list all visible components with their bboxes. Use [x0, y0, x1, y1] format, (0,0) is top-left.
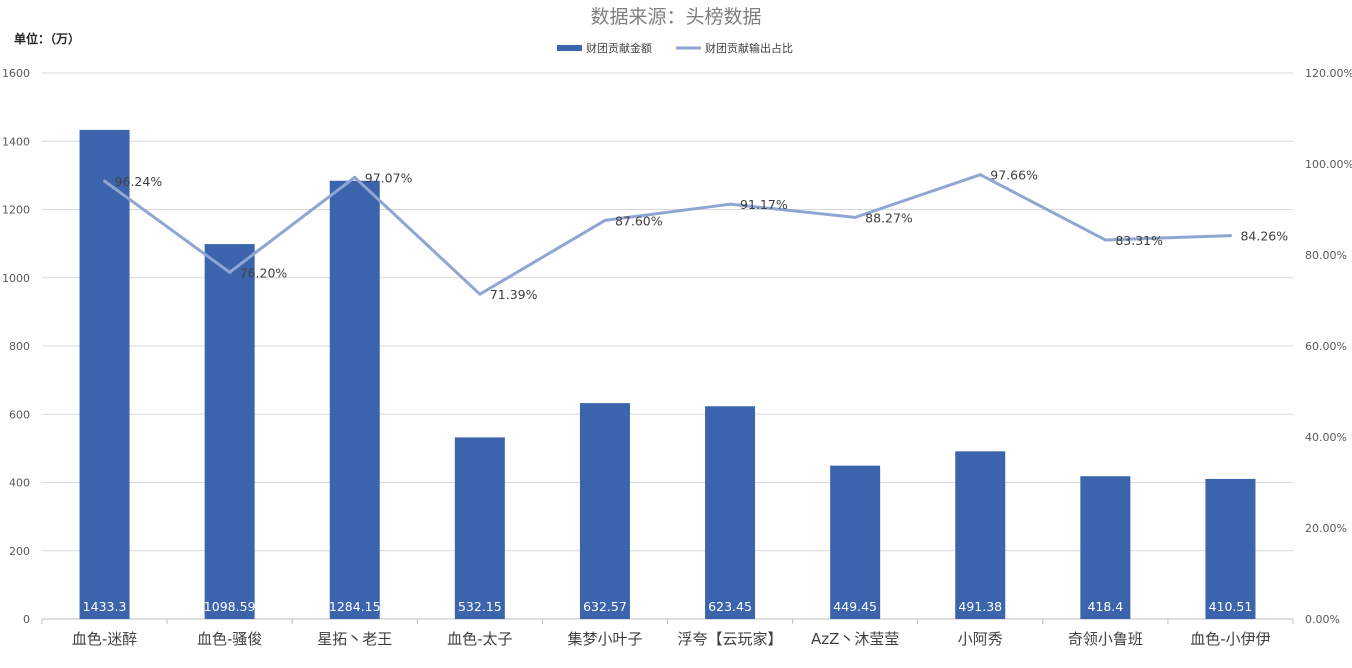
left-tick-label: 600 [9, 408, 30, 421]
left-tick-label: 800 [9, 340, 30, 353]
category-label: 血色-小伊伊 [1190, 630, 1270, 648]
bar-data-label: 1284.15 [329, 599, 381, 614]
bar-data-label: 532.15 [458, 599, 502, 614]
line-series [103, 173, 1232, 296]
category-label: AzZ丶沐莹莹 [811, 630, 899, 648]
category-label: 集梦小叶子 [567, 630, 642, 648]
legend-swatch-bar [557, 45, 582, 51]
left-tick-label: 200 [9, 545, 30, 558]
bar-data-label: 418.4 [1087, 599, 1123, 614]
line-point [853, 215, 857, 219]
line-data-label: 87.60% [615, 213, 663, 228]
bar-data-label: 1433.3 [83, 599, 127, 614]
line-point [1103, 238, 1107, 242]
line-data-label: 71.39% [490, 287, 538, 302]
line-point [103, 179, 107, 183]
line-point [978, 173, 982, 177]
bar-data-label: 449.45 [833, 599, 877, 614]
right-tick-label: 40.00% [1305, 431, 1347, 444]
line-point [603, 218, 607, 222]
line-point [478, 292, 482, 296]
bar [79, 129, 130, 620]
line-data-label: 97.66% [990, 168, 1038, 183]
category-label: 奇领小鲁班 [1068, 630, 1143, 648]
bar-data-label: 632.57 [583, 599, 627, 614]
right-tick-label: 120.00% [1305, 67, 1352, 80]
line-data-labels: 96.24% 76.20% 97.07% 71.39% 87.60% 91.17% 88.2… [115, 168, 1289, 303]
left-axis-ticks: 0 200 400 600 800 1000 1200 1400 1600 [2, 67, 30, 626]
bar-data-label: 623.45 [708, 599, 752, 614]
line-path [103, 173, 1231, 296]
unit-label: 单位：（万） [14, 31, 80, 46]
right-tick-label: 0.00% [1305, 613, 1340, 626]
category-label: 浮夸【云玩家】 [678, 630, 783, 648]
right-tick-label: 20.00% [1305, 522, 1347, 535]
category-label: 血色-迷醉 [72, 630, 137, 648]
bar-series [79, 129, 1256, 620]
line-data-label: 97.07% [365, 170, 413, 185]
left-tick-label: 1600 [2, 67, 30, 80]
category-label: 小阿秀 [958, 630, 1003, 648]
line-point [228, 270, 232, 274]
category-labels: 血色-迷醉 血色-骚俊 星拓丶老王 血色-太子 集梦小叶子 浮夸【云玩家】 AzZ丶沐莹莹 小… [72, 630, 1271, 648]
category-label: 血色-太子 [447, 630, 512, 648]
legend-label-bar: 财团贡献金额 [586, 41, 652, 55]
bar [705, 406, 756, 619]
line-data-label: 76.20% [240, 265, 288, 280]
bar [1205, 478, 1256, 619]
left-tick-label: 1400 [2, 135, 30, 148]
left-tick-label: 400 [9, 477, 30, 490]
bar [329, 180, 380, 619]
bar [579, 403, 630, 619]
line-data-label: 83.31% [1115, 233, 1163, 248]
right-tick-label: 60.00% [1305, 340, 1347, 353]
bar-data-label: 410.51 [1209, 599, 1253, 614]
left-tick-label: 1200 [2, 204, 30, 217]
bar-data-labels: 1433.3 1098.59 1284.15 532.15 632.57 623.45 44… [83, 599, 1253, 614]
bar [955, 451, 1006, 619]
legend: 财团贡献金额 财团贡献输出占比 [557, 41, 793, 55]
right-axis-ticks: 0.00% 20.00% 40.00% 60.00% 80.00% 100.00% 120.… [1305, 67, 1352, 626]
bar [1080, 476, 1131, 619]
chart-title: 数据来源：头榜数据 [590, 6, 761, 28]
bar-data-label: 1098.59 [204, 599, 256, 614]
category-label: 血色-骚俊 [197, 630, 262, 648]
bar [830, 465, 881, 619]
line-data-label: 96.24% [115, 174, 163, 189]
legend-label-line: 财团贡献输出占比 [705, 41, 793, 55]
line-point [1228, 234, 1232, 238]
right-tick-label: 80.00% [1305, 249, 1347, 262]
line-point [353, 175, 357, 179]
line-data-label: 91.17% [740, 197, 788, 212]
category-label: 星拓丶老王 [317, 630, 392, 648]
line-data-label: 88.27% [865, 210, 913, 225]
left-tick-label: 0 [23, 613, 30, 626]
right-tick-label: 100.00% [1305, 158, 1352, 171]
bar [454, 437, 505, 619]
line-data-label: 84.26% [1240, 229, 1288, 244]
bar [204, 244, 255, 620]
bar-data-label: 491.38 [958, 599, 1002, 614]
left-tick-label: 1000 [2, 272, 30, 285]
line-point [728, 202, 732, 206]
